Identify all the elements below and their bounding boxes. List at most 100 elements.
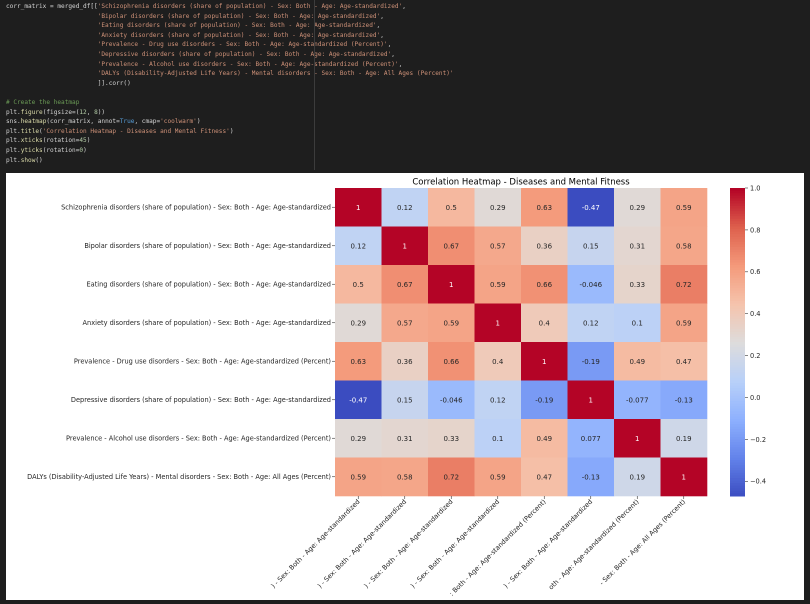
heatmap-cell — [335, 188, 382, 227]
code-token — [6, 41, 98, 48]
cell-annotation: -0.13 — [675, 396, 693, 404]
heatmap-cell — [567, 303, 615, 343]
colorbar-segment — [730, 326, 745, 330]
colorbar-segment — [730, 421, 745, 425]
heatmap-cell — [335, 226, 382, 266]
code-line: # Create the heatmap — [6, 99, 79, 106]
code-token: 'Correlation Heatmap - Diseases and Ment… — [42, 127, 230, 135]
code-token: 8 — [94, 108, 98, 116]
code-line: plt.yticks(rotation=0) — [6, 147, 87, 154]
cell-annotation: 0.5 — [446, 204, 457, 212]
cell-annotation: 0.63 — [536, 204, 552, 212]
code-line: plt.figure(figsize=(12, 8)) — [6, 109, 105, 116]
colorbar-segment — [730, 434, 745, 438]
colorbar-segment — [730, 444, 745, 448]
code-token: , — [391, 50, 395, 58]
colorbar-segment — [730, 462, 745, 466]
code-token: )) — [97, 108, 106, 116]
code-line: 'Eating disorders (share of population) … — [6, 22, 381, 29]
colorbar-tick-label: 0.2 — [750, 352, 761, 360]
code-token: # Create the heatmap — [6, 98, 80, 106]
cell-annotation: 0.1 — [492, 435, 503, 443]
colorbar-segment — [730, 203, 745, 207]
heatmap-cell — [521, 457, 568, 497]
colorbar-segment — [730, 208, 745, 212]
cell-annotation: 0.12 — [397, 204, 413, 212]
colorbar-segment — [730, 454, 745, 458]
colorbar-segment — [730, 288, 745, 292]
code-token: 'Prevalence - Drug use disorders - Sex: … — [97, 41, 388, 49]
heatmap-cell — [335, 303, 382, 343]
colorbar-tick-label: −0.4 — [750, 478, 766, 486]
row-labels: Schizophrenia disorders (share of popula… — [27, 204, 335, 481]
cell-annotation: 0.12 — [350, 242, 366, 250]
heatmap-cell — [428, 188, 475, 227]
cell-annotation: 0.58 — [676, 242, 692, 250]
cell-annotation: -0.13 — [582, 473, 600, 481]
heatmap-chart: Correlation Heatmap - Diseases and Menta… — [27, 178, 766, 598]
heatmap-cell — [474, 303, 522, 343]
cell-annotation: 0.59 — [443, 319, 459, 327]
colorbar-tick-label: 0.4 — [750, 310, 761, 318]
heatmap-cell — [614, 342, 661, 381]
code-line: ]].corr() — [6, 80, 131, 87]
heatmap-cell — [474, 188, 522, 227]
colorbar-segment — [730, 244, 745, 248]
heatmap-cell — [567, 419, 615, 458]
code-token: plt. — [6, 156, 21, 164]
code-cell[interactable]: corr_matrix = merged_df[['Schizophrenia … — [0, 0, 810, 170]
colorbar-segment — [730, 239, 745, 243]
heatmap-cell — [660, 457, 708, 497]
code-token: 'DALYs (Disability-Adjusted Life Years) … — [97, 70, 454, 78]
colorbar-segment — [730, 200, 745, 204]
heatmap-cell — [660, 419, 708, 458]
heatmap-cell — [428, 226, 475, 266]
colorbar-segment — [730, 262, 745, 266]
column-label: ) - Sex: Both - Age: Age-standardized — [362, 498, 454, 590]
colorbar-tick-label: 0.0 — [750, 394, 761, 402]
colorbar-segment — [730, 193, 745, 197]
code-token: 'Prevalence - Alcohol use disorders - Se… — [97, 60, 399, 68]
heatmap-cell — [381, 457, 429, 497]
code-token: ]].corr() — [6, 79, 131, 87]
cell-annotation: 0.59 — [676, 319, 692, 327]
colorbar-segment — [730, 488, 745, 492]
code-line: 'Bipolar disorders (share of population)… — [6, 13, 384, 20]
colorbar-segment — [730, 411, 745, 415]
chart-title: Correlation Heatmap - Diseases and Menta… — [412, 178, 630, 188]
row-label: Bipolar disorders (share of population) … — [84, 242, 331, 250]
heatmap-cell — [428, 457, 475, 497]
heatmap-cell — [428, 419, 475, 458]
colorbar-segment — [730, 395, 745, 399]
heatmap-cell — [567, 226, 615, 266]
colorbar-segment — [730, 236, 745, 240]
cell-annotation: 0.31 — [397, 435, 413, 443]
colorbar-segment — [730, 265, 745, 269]
row-label: Eating disorders (share of population) -… — [86, 281, 331, 289]
code-token: plt. — [6, 146, 21, 154]
code-token: () — [35, 156, 43, 164]
colorbar-segment — [730, 285, 745, 289]
heatmap-cell — [521, 303, 568, 343]
cell-annotation: 1 — [542, 358, 546, 366]
column-label: - Sex: Both - Age: All Ages (Percent) — [598, 498, 687, 587]
row-label: Anxiety disorders (share of population) … — [83, 319, 331, 327]
colorbar-segment — [730, 329, 745, 333]
colorbar-segment — [730, 241, 745, 245]
colorbar-segment — [730, 339, 745, 343]
code-editor[interactable]: corr_matrix = merged_df[['Schizophrenia … — [6, 2, 454, 165]
code-token — [6, 70, 98, 77]
code-token — [6, 13, 98, 20]
code-token: show — [20, 156, 36, 164]
heatmap-cell — [381, 380, 429, 420]
colorbar-segment — [730, 470, 745, 474]
code-token: , — [86, 108, 95, 116]
cell-annotation: 1 — [403, 242, 407, 250]
colorbar-segment — [730, 321, 745, 325]
colorbar-segment — [730, 318, 745, 322]
colorbar-segment — [730, 275, 745, 279]
cell-annotation: 0.63 — [350, 358, 366, 366]
code-line: plt.xticks(rotation=45) — [6, 137, 90, 144]
heatmap-cell — [521, 342, 568, 381]
cell-annotation: 1 — [356, 204, 360, 212]
